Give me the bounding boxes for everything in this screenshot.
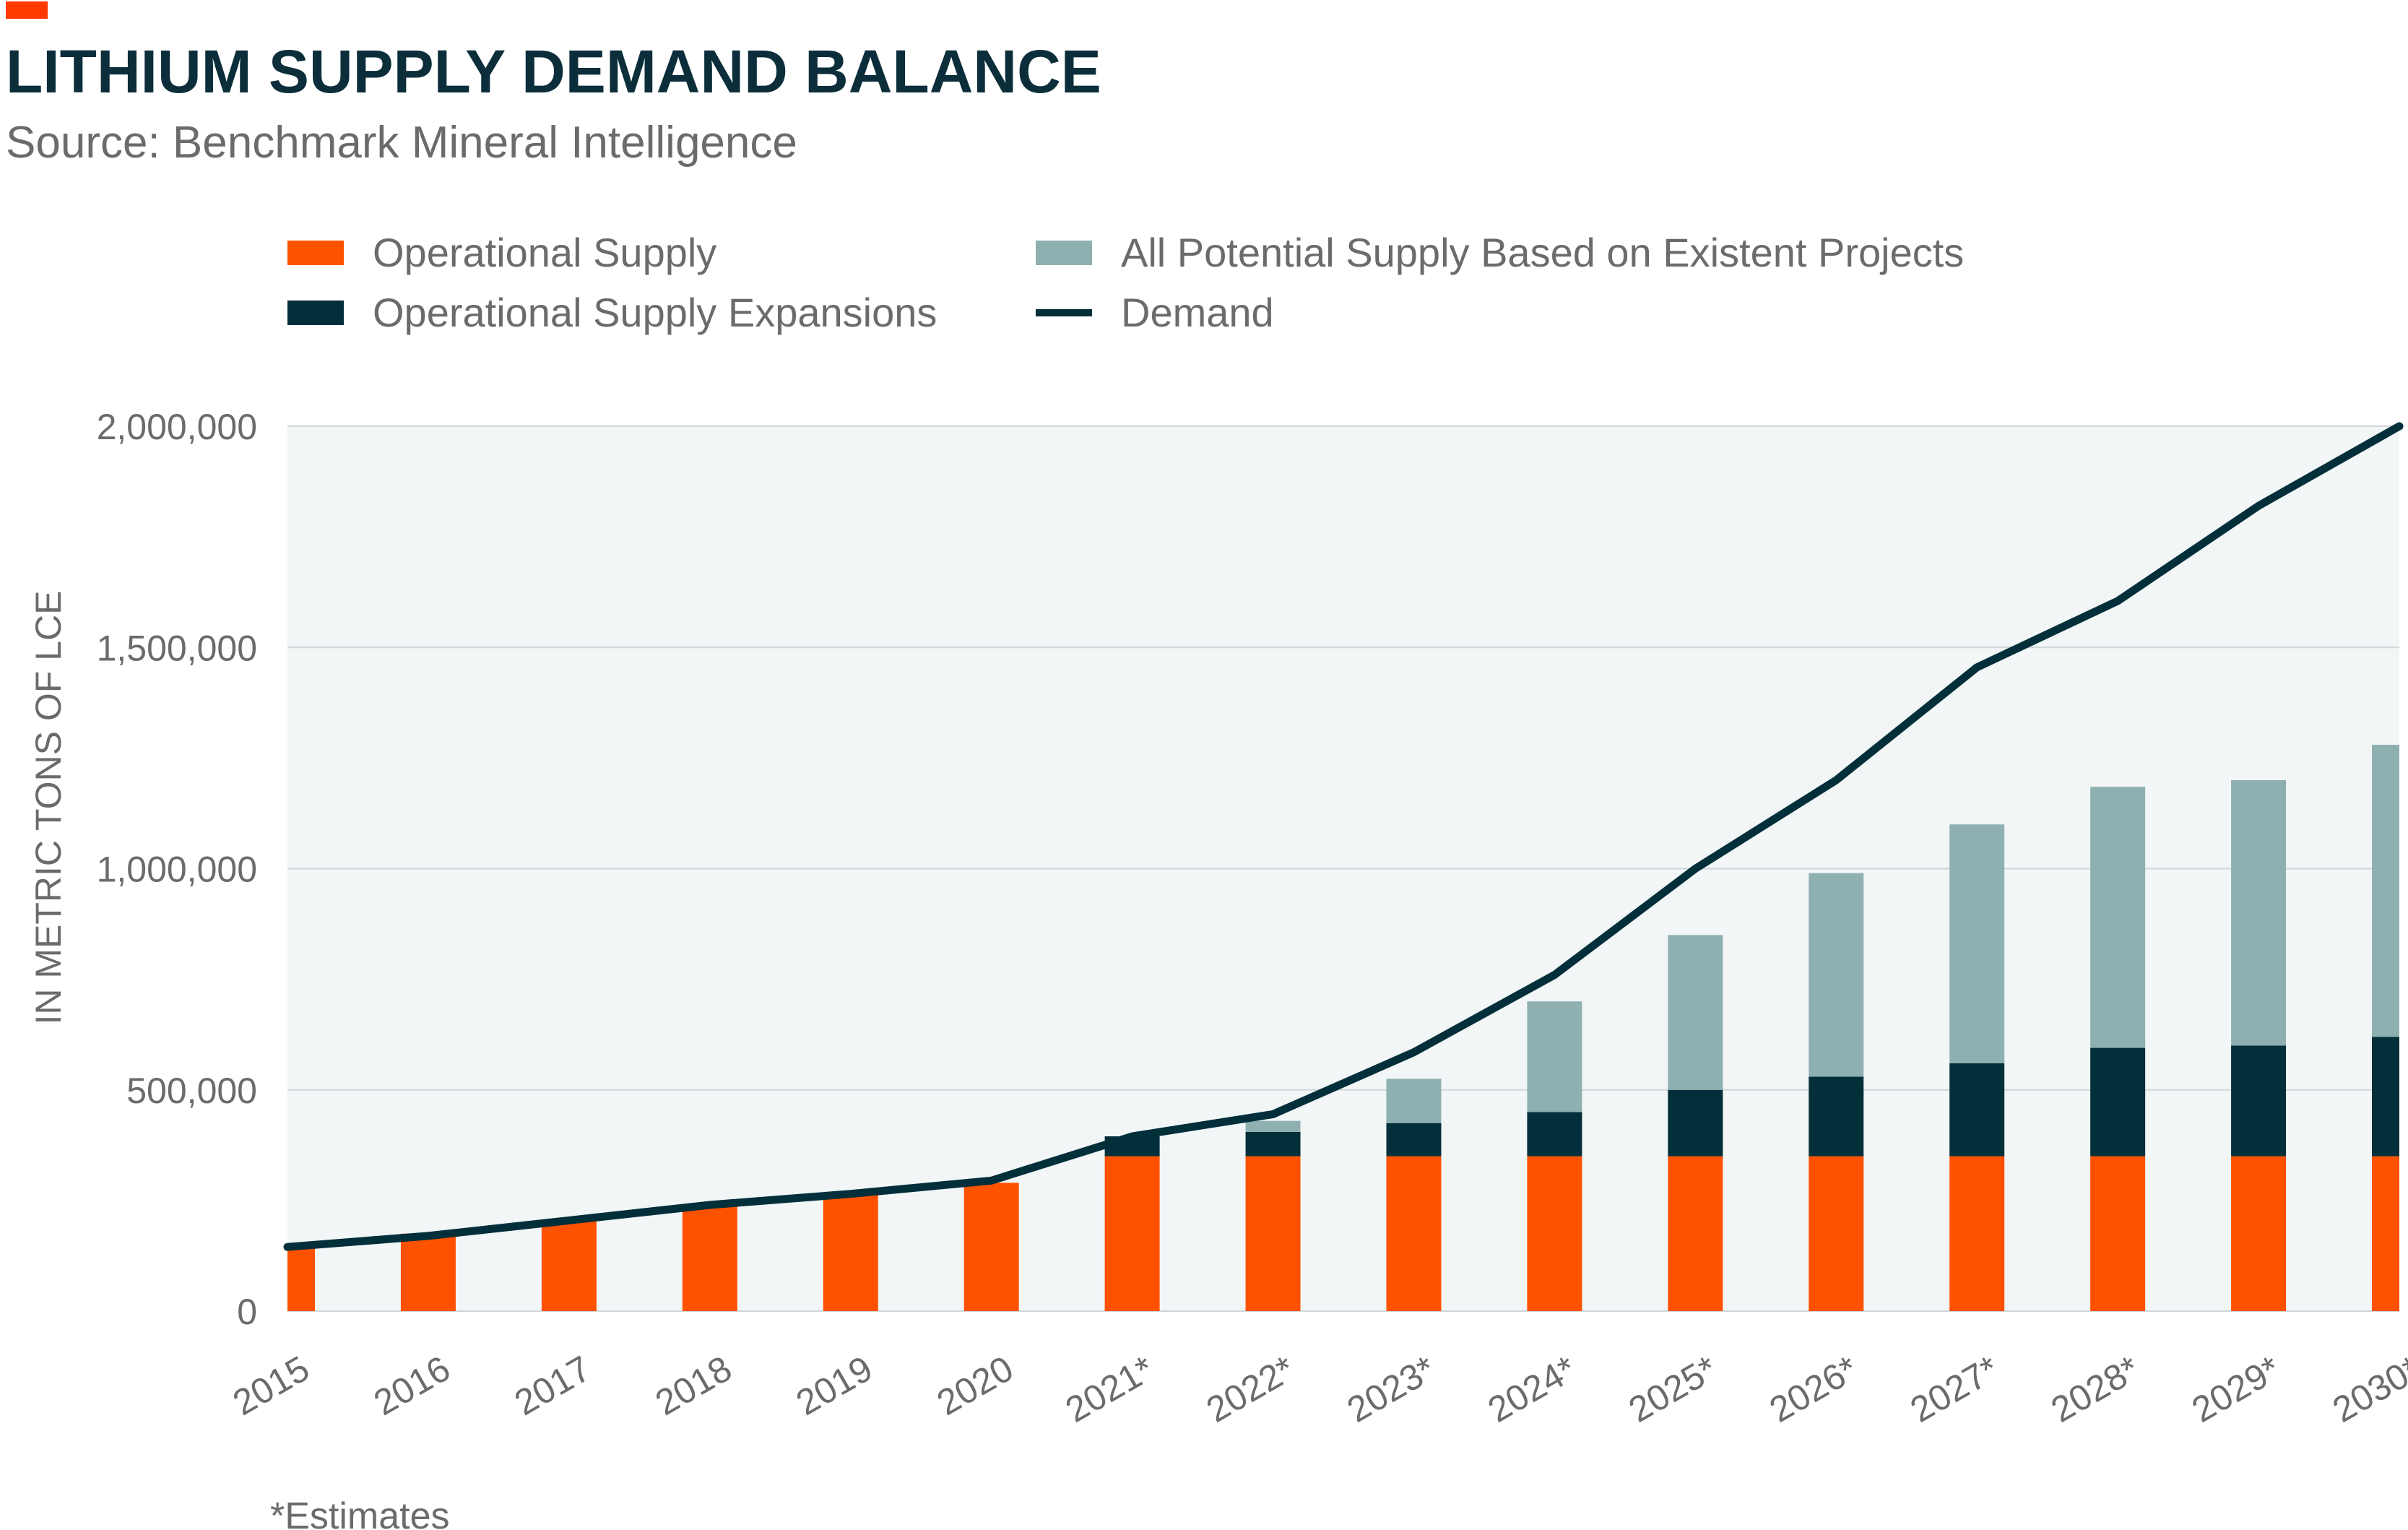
bar-operational-supply bbox=[287, 1245, 315, 1311]
bar-all-potential-supply-based-on-existent-projects bbox=[1245, 1120, 1301, 1132]
bars bbox=[287, 745, 2399, 1311]
bar-operational-supply-expansions bbox=[1245, 1131, 1301, 1157]
bar-operational-supply bbox=[1386, 1156, 1442, 1311]
x-tick-label: 2015 bbox=[226, 1348, 316, 1423]
bar-all-potential-supply-based-on-existent-projects bbox=[1668, 935, 1723, 1090]
legend-swatch bbox=[287, 241, 344, 265]
bar-all-potential-supply-based-on-existent-projects bbox=[1949, 824, 2005, 1063]
x-tick-label: 2016 bbox=[367, 1348, 456, 1423]
legend-swatch bbox=[287, 301, 344, 325]
bar-operational-supply-expansions bbox=[1809, 1076, 1864, 1157]
bar-operational-supply-expansions bbox=[1527, 1112, 1582, 1157]
bar-operational-supply bbox=[1245, 1156, 1301, 1311]
y-tick-label: 0 bbox=[237, 1292, 257, 1332]
bar-operational-supply-expansions bbox=[2372, 1037, 2399, 1157]
x-axis-ticks: 2015 2016 2017 2018 2019 2020 2021* 2022* 2023* 2… bbox=[226, 1348, 2408, 1430]
demand-line bbox=[283, 422, 2404, 1251]
footnote: *Estimates bbox=[270, 1495, 450, 1530]
bar-operational-supply bbox=[682, 1205, 737, 1311]
x-tick-label: 2030* bbox=[2326, 1348, 2408, 1430]
bar-all-potential-supply-based-on-existent-projects bbox=[1386, 1079, 1442, 1123]
x-tick-label: 2017 bbox=[508, 1348, 597, 1423]
x-tick-label: 2028* bbox=[2044, 1348, 2146, 1430]
chart-title: LITHIUM SUPPLY DEMAND BALANCE bbox=[6, 38, 1101, 105]
x-tick-label: 2018 bbox=[649, 1348, 738, 1423]
bar-all-potential-supply-based-on-existent-projects bbox=[2090, 787, 2146, 1048]
chart-subtitle: Source: Benchmark Mineral Intelligence bbox=[6, 118, 797, 168]
y-tick-label: 2,000,000 bbox=[97, 407, 257, 447]
y-tick-label: 1,500,000 bbox=[97, 628, 257, 668]
legend: Operational Supply Operational Supply Exp… bbox=[287, 230, 1964, 335]
bar-operational-supply bbox=[823, 1193, 878, 1311]
x-tick-label: 2021* bbox=[1059, 1348, 1161, 1430]
bar-operational-supply bbox=[1104, 1156, 1160, 1311]
x-tick-label: 2022* bbox=[1200, 1348, 1302, 1430]
y-axis-ticks: 0 500,000 1,000,000 1,500,000 2,000,000 bbox=[97, 407, 257, 1332]
bar-operational-supply bbox=[2372, 1156, 2399, 1311]
legend-label: All Potential Supply Based on Existent P… bbox=[1121, 230, 1964, 275]
bar-operational-supply-expansions bbox=[1386, 1123, 1442, 1157]
bar-all-potential-supply-based-on-existent-projects bbox=[1809, 873, 1864, 1077]
bar-all-potential-supply-based-on-existent-projects bbox=[1527, 1001, 1582, 1112]
bar-operational-supply bbox=[1668, 1156, 1723, 1311]
x-tick-label: 2019 bbox=[789, 1348, 879, 1423]
x-tick-label: 2029* bbox=[2185, 1348, 2287, 1430]
y-tick-label: 500,000 bbox=[126, 1071, 257, 1111]
grid-lines bbox=[287, 425, 2399, 1312]
bar-all-potential-supply-based-on-existent-projects bbox=[2231, 780, 2287, 1046]
bar-operational-supply-expansions bbox=[2090, 1047, 2146, 1157]
bar-operational-supply bbox=[541, 1220, 597, 1311]
bar-operational-supply bbox=[1527, 1156, 1582, 1311]
accent-mark bbox=[6, 1, 48, 19]
x-tick-label: 2020 bbox=[930, 1348, 1020, 1423]
bar-operational-supply bbox=[2090, 1156, 2146, 1311]
bar-operational-supply bbox=[2231, 1156, 2287, 1311]
x-tick-label: 2027* bbox=[1904, 1348, 2006, 1430]
demand-line-layer bbox=[283, 422, 2404, 1251]
y-axis-label: IN METRIC TONS OF LCE bbox=[28, 590, 69, 1024]
legend-label: Operational Supply Expansions bbox=[373, 290, 937, 335]
bar-operational-supply-expansions bbox=[1668, 1089, 1723, 1157]
bar-operational-supply bbox=[963, 1183, 1019, 1311]
x-tick-label: 2025* bbox=[1622, 1348, 1724, 1430]
legend-swatch bbox=[1036, 241, 1092, 265]
bar-operational-supply-expansions bbox=[2231, 1045, 2287, 1157]
bar-operational-supply-expansions bbox=[1949, 1063, 2005, 1157]
bar-all-potential-supply-based-on-existent-projects bbox=[2372, 745, 2399, 1037]
legend-label: Demand bbox=[1121, 290, 1274, 335]
bar-operational-supply bbox=[400, 1233, 456, 1311]
bar-operational-supply bbox=[1809, 1156, 1864, 1311]
bar-operational-supply bbox=[1949, 1156, 2005, 1311]
x-tick-label: 2024* bbox=[1481, 1348, 1583, 1430]
y-tick-label: 1,000,000 bbox=[97, 850, 257, 890]
legend-label: Operational Supply bbox=[373, 230, 716, 275]
x-tick-label: 2026* bbox=[1763, 1348, 1865, 1430]
x-tick-label: 2023* bbox=[1341, 1348, 1442, 1430]
